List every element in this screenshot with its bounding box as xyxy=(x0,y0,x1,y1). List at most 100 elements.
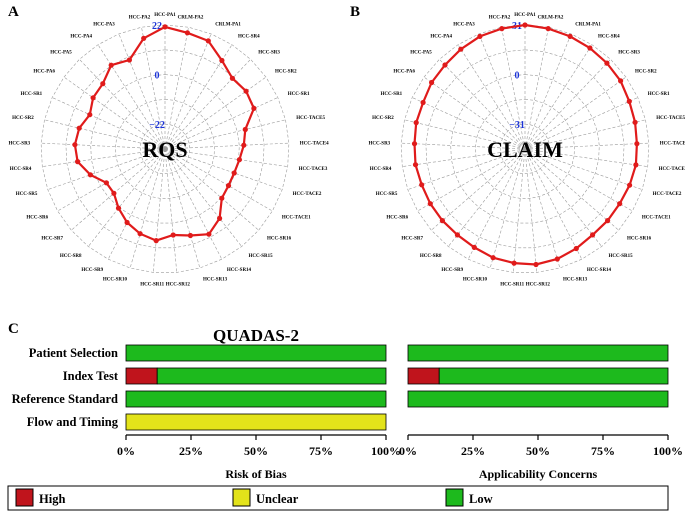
data-point xyxy=(115,205,122,211)
data-point xyxy=(604,60,610,66)
data-point xyxy=(187,232,193,239)
data-point xyxy=(411,141,418,147)
data-point xyxy=(219,195,225,201)
grid-spoke xyxy=(512,148,526,273)
data-point xyxy=(76,125,82,131)
data-point xyxy=(412,162,419,168)
axis-label: HCC-SR2 xyxy=(12,116,34,121)
data-point xyxy=(618,78,624,84)
grid-spoke xyxy=(467,148,526,260)
grid-spoke xyxy=(164,142,289,150)
grid-spoke xyxy=(407,148,526,190)
data-point xyxy=(170,232,176,238)
grid-spoke xyxy=(164,148,259,231)
radar-title: RQS xyxy=(142,137,187,162)
axis-label: HCC-SR1 xyxy=(21,92,43,97)
data-point xyxy=(124,219,130,226)
axis-label: HCC-SR15 xyxy=(609,254,634,259)
data-point xyxy=(545,26,551,32)
axis-label: CRLM-PA1 xyxy=(215,23,241,28)
grid-spoke xyxy=(501,27,526,150)
data-point xyxy=(141,35,147,41)
axis-label: HCC-PA1 xyxy=(514,13,536,18)
tick-label: 0% xyxy=(399,444,417,458)
tick-label: 75% xyxy=(591,444,615,458)
grid-spoke xyxy=(524,119,646,150)
grid-ring xyxy=(65,49,265,249)
panel-letter-a: A xyxy=(8,4,19,20)
data-point xyxy=(413,120,419,126)
data-point xyxy=(236,157,242,163)
data-point xyxy=(217,215,223,221)
grid-spoke xyxy=(524,44,593,150)
grid-spoke xyxy=(107,148,166,260)
data-point xyxy=(633,162,639,168)
axis-label: HCC-SR1 xyxy=(381,92,403,97)
grid-ring xyxy=(499,123,551,174)
data-point xyxy=(429,79,435,86)
data-point xyxy=(219,57,225,64)
bar-segment-low xyxy=(125,344,387,362)
data-point xyxy=(162,24,168,30)
data-point xyxy=(477,33,483,40)
grid-spoke xyxy=(489,148,526,269)
ring-label: −22 xyxy=(149,120,165,131)
axis-label: HCC-SR10 xyxy=(103,278,128,283)
series-line xyxy=(73,25,256,242)
data-point xyxy=(126,57,132,63)
axis-label: HCC-SR2 xyxy=(275,70,297,75)
data-point xyxy=(605,218,611,224)
axis-label: HCC-SR5 xyxy=(16,192,38,197)
bar-segment-low xyxy=(407,390,669,408)
bar-segment-high xyxy=(125,367,158,385)
axis-label: HCC-SR1 xyxy=(648,92,670,97)
data-point xyxy=(231,170,237,176)
grid-spoke xyxy=(524,27,549,150)
axis-label: HCC-PA6 xyxy=(393,70,415,75)
axis-label: HCC-SR11 xyxy=(140,282,164,287)
legend-box xyxy=(7,485,669,511)
grid-spoke xyxy=(42,148,166,167)
grid-spoke xyxy=(524,148,583,260)
axis-label: HCC-TACE2 xyxy=(653,192,682,197)
grid-spoke xyxy=(129,148,166,269)
grid-spoke xyxy=(152,148,166,273)
axis-label: HCC-SR2 xyxy=(372,116,394,121)
axis-label: HCC-SR3 xyxy=(618,50,640,55)
data-point xyxy=(242,126,248,133)
radar-chart-rqs: HCC-PA1 CRLM-PA2 CRLM-PA1 HCC-SR4 HCC-SR3 HCC… xyxy=(9,13,330,287)
series-line xyxy=(413,23,639,266)
axis-label: HCC-SR3 xyxy=(258,50,280,55)
data-point xyxy=(75,159,81,165)
quadas-title: QUADAS-2 xyxy=(213,326,299,345)
grid-spoke xyxy=(164,119,286,150)
legend-label: Unclear xyxy=(256,492,299,506)
data-point xyxy=(511,260,517,266)
grid-spoke xyxy=(164,148,223,260)
row-label: Flow and Timing xyxy=(27,415,119,429)
axis-label: HCC-SR13 xyxy=(563,278,588,283)
data-point xyxy=(420,99,426,106)
grid-spoke xyxy=(164,33,212,150)
grid-ring xyxy=(115,99,215,199)
data-point xyxy=(439,218,445,224)
grid-spoke xyxy=(448,148,526,247)
data-point xyxy=(90,95,96,101)
data-point xyxy=(229,75,235,81)
axis-label: HCC-SR3 xyxy=(9,142,31,147)
axis-label: CRLM-PA2 xyxy=(178,15,204,20)
axis-label: HCC-TACE2 xyxy=(293,192,322,197)
data-point xyxy=(153,238,159,244)
bar-segment-low xyxy=(407,344,669,362)
axis-label: HCC-TACE3 xyxy=(299,167,328,172)
grid-spoke xyxy=(524,148,619,231)
axis-label: HCC-PA4 xyxy=(70,34,92,39)
tick-label: 50% xyxy=(244,444,268,458)
data-point xyxy=(137,231,143,237)
axis-label: HCC-SR2 xyxy=(635,70,657,75)
axis-label: HCC-TACE3 xyxy=(659,167,685,172)
bar-segment-unclear xyxy=(125,413,387,431)
ring-label: −31 xyxy=(509,120,525,131)
data-point xyxy=(206,231,212,237)
tick-label: 100% xyxy=(371,444,401,458)
